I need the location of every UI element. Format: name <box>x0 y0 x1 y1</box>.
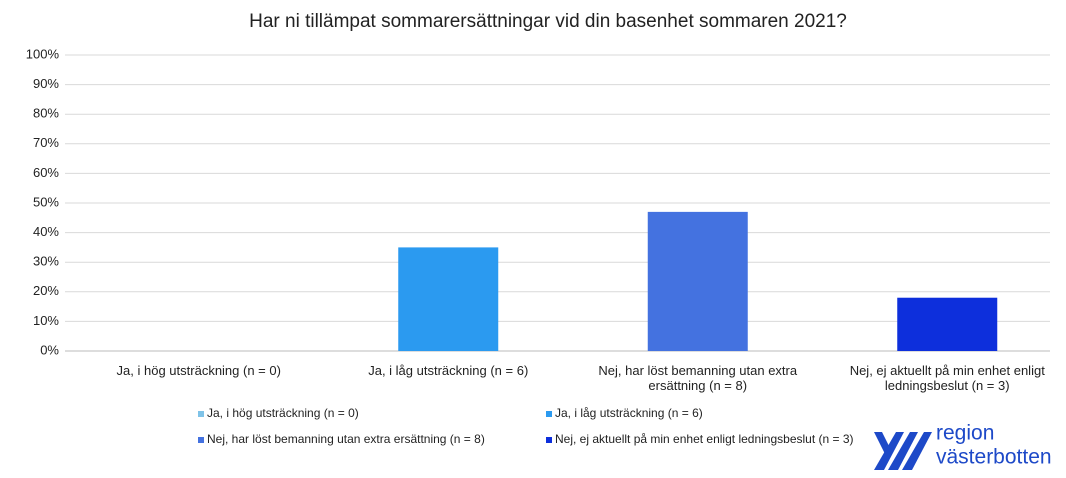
y-tick-label: 30% <box>33 254 59 269</box>
legend-swatch <box>198 411 204 417</box>
y-tick-label: 70% <box>33 135 59 150</box>
legend-swatch <box>546 411 552 417</box>
bar <box>647 211 748 351</box>
logo-text: region <box>936 422 994 445</box>
y-tick-label: 10% <box>33 313 59 328</box>
legend-label: Nej, ej aktuellt på min enhet enligt led… <box>555 432 854 446</box>
y-tick-label: 50% <box>33 194 59 209</box>
x-tick-label: Ja, i låg utsträckning (n = 6) <box>368 363 529 378</box>
x-tick-label: Nej, ej aktuellt på min enhet enligt led… <box>849 363 1045 393</box>
x-tick-label: Ja, i hög utsträckning (n = 0) <box>116 363 281 378</box>
y-tick-label: 80% <box>33 106 59 121</box>
logo-text: västerbotten <box>936 446 1052 469</box>
logo-stripe <box>874 432 892 460</box>
y-tick-label: 90% <box>33 76 59 91</box>
chart-title: Har ni tillämpat sommarersättningar vid … <box>249 11 847 32</box>
logo: region västerbotten <box>874 422 1052 470</box>
y-tick-label: 0% <box>40 342 59 357</box>
legend-label: Ja, i låg utsträckning (n = 6) <box>555 406 703 420</box>
y-tick-label: 20% <box>33 283 59 298</box>
logo-stripe <box>888 432 918 470</box>
y-tick-label: 100% <box>26 46 60 61</box>
y-tick-label: 60% <box>33 165 59 180</box>
x-tick-label: Nej, har löst bemanning utan extra ersät… <box>598 363 798 393</box>
legend-swatch <box>198 437 204 443</box>
legend-label: Nej, har löst bemanning utan extra ersät… <box>207 432 485 446</box>
y-tick-label: 40% <box>33 224 59 239</box>
legend-label: Ja, i hög utsträckning (n = 0) <box>207 406 359 420</box>
logo-stripe <box>902 432 932 470</box>
legend-swatch <box>546 437 552 443</box>
bar <box>897 297 998 351</box>
bar <box>398 247 499 351</box>
